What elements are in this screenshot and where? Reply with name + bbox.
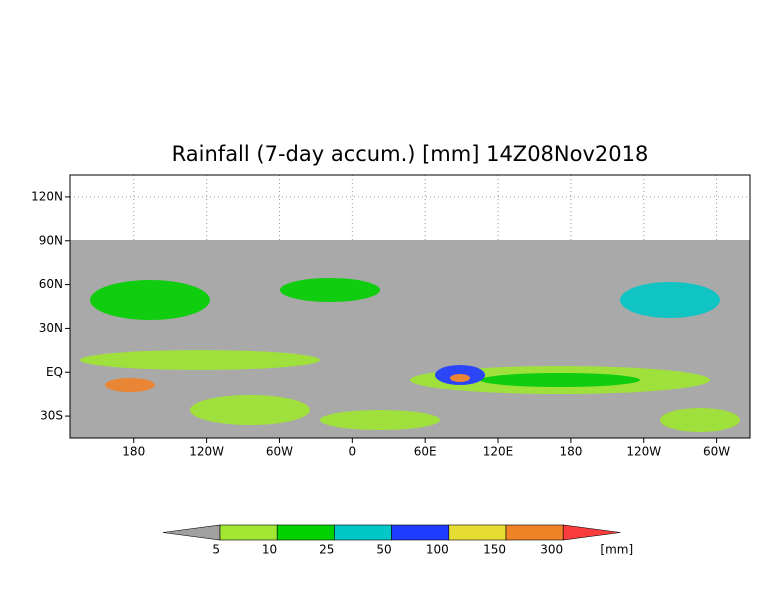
colorbar-arrow: [562, 524, 621, 541]
axes: 180 120W 60W 0 60E 120E 180 120W 60W 30S EQ 30N 60N 9…: [31, 189, 730, 458]
x-tick-label: 180: [559, 445, 582, 459]
y-tick-label: 90N: [39, 233, 63, 247]
x-tick-label: 60W: [266, 445, 293, 459]
patch: [190, 395, 310, 425]
y-tick-label: 30S: [40, 409, 63, 423]
patch: [450, 374, 470, 382]
colorbar-box: [219, 524, 278, 541]
patch: [320, 410, 440, 430]
y-tick-label: EQ: [46, 365, 63, 379]
x-tick-label: 0: [349, 445, 357, 459]
x-tick-label: 120W: [626, 445, 661, 459]
x-tick-label: 120W: [189, 445, 224, 459]
patch: [280, 278, 380, 302]
colorbar-label: 300: [540, 543, 563, 557]
colorbar-label: 5: [212, 543, 220, 557]
patch: [620, 282, 720, 318]
colorbar-arrow: [162, 524, 221, 541]
colorbar-label: 25: [319, 543, 334, 557]
patch: [90, 280, 210, 320]
x-tick-label: 120E: [483, 445, 514, 459]
colorbar-label: 100: [426, 543, 449, 557]
patch: [105, 378, 155, 392]
patch: [80, 350, 320, 370]
map-title: Rainfall (7-day accum.) [mm] 14Z08Nov201…: [172, 142, 649, 166]
colorbar-label: 150: [483, 543, 506, 557]
data-area: [70, 240, 750, 438]
x-tick-label: 60W: [703, 445, 730, 459]
colorbar-box: [448, 524, 507, 541]
x-tick-label: 180: [122, 445, 145, 459]
colorbar-box: [505, 524, 564, 541]
colorbar-box: [391, 524, 450, 541]
rain-patches: [80, 278, 740, 432]
x-tick-label: 60E: [414, 445, 437, 459]
patch: [480, 373, 640, 387]
colorbar-unit: [mm]: [600, 543, 633, 557]
colorbar-label: 10: [262, 543, 277, 557]
colorbar-box: [334, 524, 392, 541]
colorbar-box: [276, 524, 335, 541]
y-tick-label: 60N: [39, 277, 63, 291]
patch: [660, 408, 740, 432]
y-tick-label: 120N: [31, 189, 63, 203]
colorbar-label: 50: [376, 543, 391, 557]
y-tick-label: 30N: [39, 321, 63, 335]
colorbar: 5 10 25 50 100 150 300 [mm]: [162, 524, 633, 557]
map-frame: [69, 174, 751, 439]
